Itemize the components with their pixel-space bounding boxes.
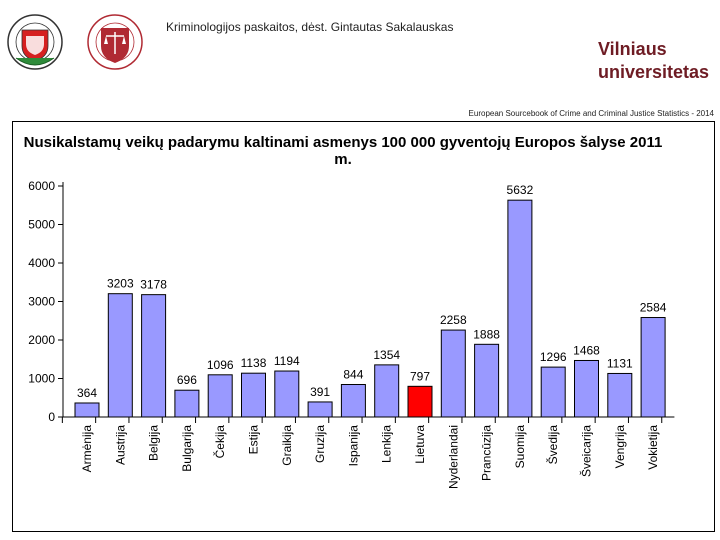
x-tick-label: Austrija	[113, 425, 127, 465]
x-tick-label: Vokietija	[646, 425, 660, 470]
bar	[440, 329, 466, 418]
y-tick-label: 0	[48, 410, 55, 424]
data-label: 5632	[507, 183, 534, 197]
x-tick-label: Bulgarija	[180, 425, 194, 472]
y-tick-label: 1000	[28, 372, 55, 386]
y-tick-label: 6000	[28, 179, 55, 193]
bar	[141, 294, 167, 418]
data-label: 364	[77, 386, 97, 400]
bar	[540, 366, 566, 418]
source-caption: European Sourcebook of Crime and Crimina…	[468, 109, 714, 118]
bar	[607, 372, 633, 418]
vilnius-university-seal-logo	[6, 8, 64, 76]
university-wordmark: Vilniaus universitetas	[598, 38, 709, 84]
data-label: 1138	[241, 356, 267, 370]
university-name-line1: Vilniaus	[598, 39, 667, 59]
x-tick-label: Vengrija	[613, 425, 627, 469]
bar	[374, 364, 400, 418]
x-tick-label: Lietuva	[413, 425, 427, 464]
x-tick-label: Švedija	[545, 425, 560, 465]
bar	[207, 374, 233, 418]
data-label: 1131	[607, 356, 633, 370]
x-tick-label: Belgija	[147, 425, 161, 461]
bar	[274, 370, 300, 418]
bar	[307, 401, 333, 418]
x-tick-label: Šveicarija	[579, 425, 594, 477]
bar	[640, 317, 666, 418]
data-label: 391	[310, 385, 330, 399]
x-tick-label: Lenkija	[380, 425, 394, 463]
x-tick-label: Graikija	[280, 425, 294, 466]
data-label: 3203	[107, 277, 134, 291]
x-tick-label: Suomija	[513, 425, 527, 469]
bar-layer	[74, 199, 666, 418]
university-name-line2: universitetas	[598, 62, 710, 82]
y-tick-label: 2000	[28, 333, 55, 347]
data-label: 1468	[573, 343, 600, 357]
y-tick-label: 4000	[28, 256, 55, 270]
bar-chart: 0 1000 2000 3000 4000 5000 6000 364 Armėnija 320…	[28, 179, 675, 489]
x-tick-label: Čekija	[212, 425, 227, 459]
y-tick-label: 3000	[28, 295, 55, 309]
bar	[107, 293, 133, 418]
bar	[507, 199, 533, 418]
x-tick-label: Armėnija	[80, 425, 94, 473]
chart-frame: Nusikalstamų veikų padarymu kaltinami as…	[12, 121, 715, 532]
axis-layer: 0 1000 2000 3000 4000 5000 6000	[28, 179, 675, 424]
bar	[74, 402, 100, 418]
data-label: 1296	[540, 350, 567, 364]
x-tick-label: Estija	[247, 425, 261, 455]
lecturer-caption: Kriminologijos paskaitos, dėst. Gintauta…	[166, 20, 454, 34]
label-layer: 364 Armėnija 3203 Austrija 3178 Belgija 696 Bul…	[77, 183, 667, 489]
data-label: 1194	[274, 354, 300, 368]
data-label: 797	[410, 369, 430, 383]
x-tick-label: Gruzija	[313, 425, 327, 463]
bar	[340, 384, 366, 418]
data-label: 1354	[373, 348, 400, 362]
data-label: 1096	[207, 358, 234, 372]
x-tick-label: Ispanija	[346, 425, 360, 467]
bar	[574, 359, 599, 418]
bar	[474, 343, 500, 418]
data-label: 696	[177, 373, 197, 387]
data-label: 2258	[440, 313, 467, 327]
law-faculty-seal-logo	[86, 8, 144, 76]
x-tick-label: Nyderlandai	[446, 425, 460, 489]
x-tick-label: Prancūzija	[480, 425, 494, 481]
chart-title: Nusikalstamų veikų padarymu kaltinami as…	[23, 134, 663, 168]
y-tick-label: 5000	[28, 218, 55, 232]
data-label: 3178	[140, 278, 167, 292]
bar	[407, 385, 433, 418]
bar	[174, 389, 200, 418]
data-label: 2584	[640, 301, 667, 315]
data-label: 844	[343, 368, 363, 382]
bar	[241, 372, 266, 418]
data-label: 1888	[473, 327, 500, 341]
